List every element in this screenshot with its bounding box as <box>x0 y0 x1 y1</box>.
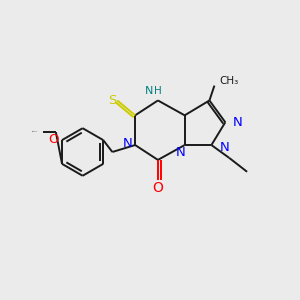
Text: CH₃: CH₃ <box>219 76 238 85</box>
Text: O: O <box>152 181 164 195</box>
Text: N: N <box>219 140 229 154</box>
Text: S: S <box>108 94 116 107</box>
Text: O: O <box>49 133 59 146</box>
Text: N: N <box>175 146 185 159</box>
Text: N: N <box>122 136 132 150</box>
Text: H: H <box>154 85 162 96</box>
Text: methoxy: methoxy <box>32 130 38 132</box>
Text: N: N <box>145 85 153 96</box>
Text: N: N <box>233 116 243 129</box>
